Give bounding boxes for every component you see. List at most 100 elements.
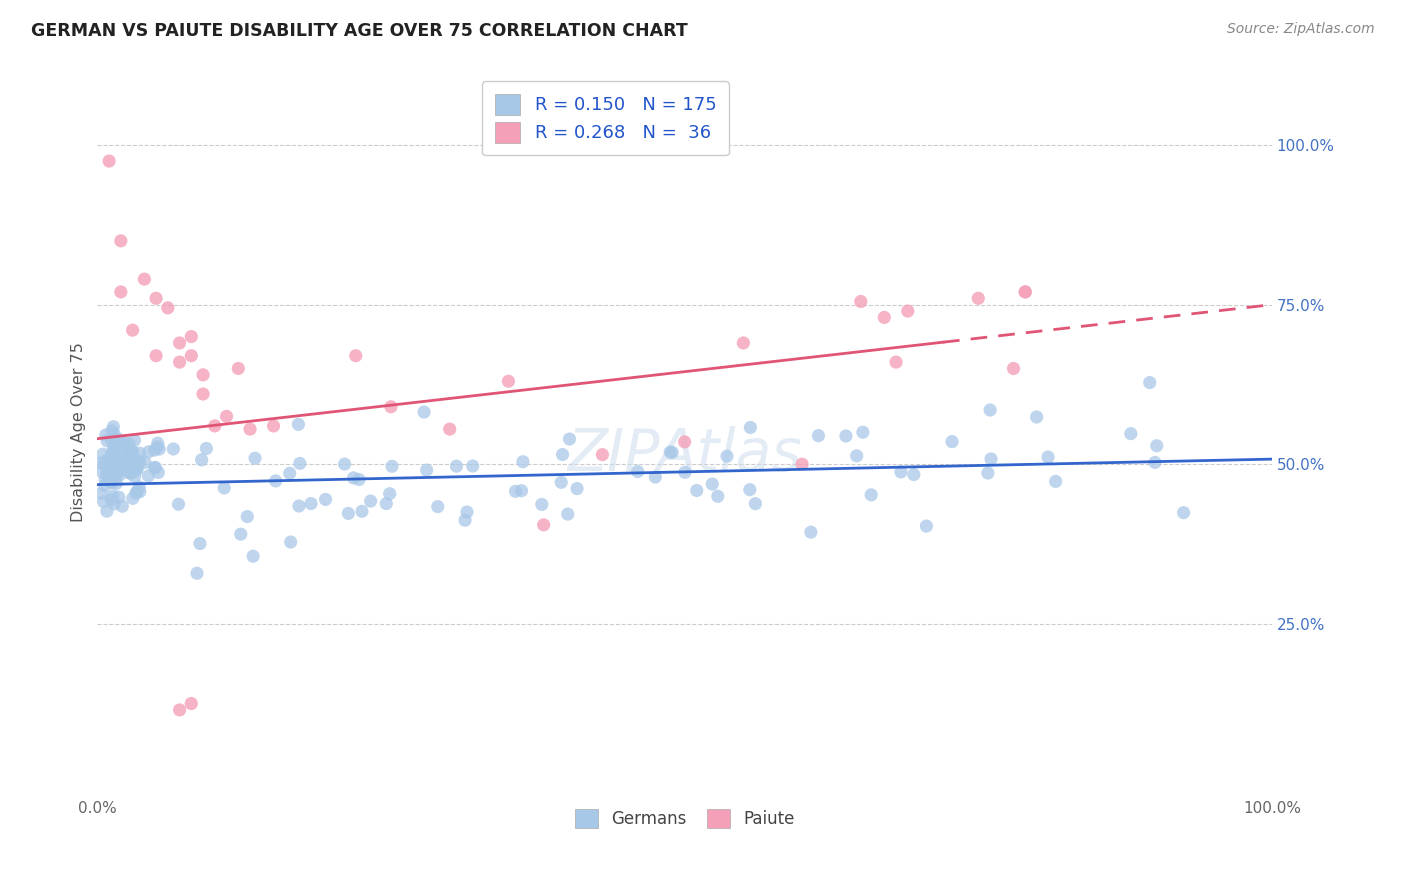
Point <box>138 469 160 483</box>
Point <box>103 497 125 511</box>
Point <box>558 432 581 446</box>
Point <box>188 536 211 550</box>
Point <box>315 492 337 507</box>
Point <box>835 429 858 443</box>
Point <box>890 465 912 479</box>
Point <box>299 497 322 511</box>
Point <box>156 301 179 315</box>
Point <box>93 494 115 508</box>
Point <box>169 355 191 369</box>
Point <box>104 469 127 483</box>
Point <box>342 471 364 485</box>
Point <box>941 434 963 449</box>
Point <box>104 442 127 457</box>
Point <box>1146 439 1168 453</box>
Point <box>145 291 167 305</box>
Point <box>1119 426 1142 441</box>
Point <box>644 470 666 484</box>
Point <box>124 434 146 448</box>
Point <box>242 549 264 564</box>
Point <box>413 405 436 419</box>
Point <box>239 422 262 436</box>
Point <box>860 488 883 502</box>
Point <box>121 444 143 458</box>
Point <box>124 461 146 475</box>
Point <box>1045 475 1067 489</box>
Point <box>1036 450 1059 464</box>
Point <box>426 500 449 514</box>
Point <box>128 480 150 494</box>
Point <box>101 475 124 490</box>
Point <box>845 449 868 463</box>
Text: Source: ZipAtlas.com: Source: ZipAtlas.com <box>1227 22 1375 37</box>
Point <box>103 440 125 454</box>
Point <box>360 494 382 508</box>
Point <box>118 436 141 450</box>
Point <box>967 291 990 305</box>
Point <box>105 434 128 449</box>
Point <box>977 466 1000 480</box>
Point <box>565 482 588 496</box>
Point <box>1014 285 1036 299</box>
Point <box>461 458 484 473</box>
Point <box>733 335 755 350</box>
Point <box>134 272 156 286</box>
Point <box>980 452 1002 467</box>
Point <box>100 492 122 507</box>
Point <box>707 489 730 503</box>
Point <box>110 234 132 248</box>
Point <box>380 400 402 414</box>
Point <box>288 456 311 470</box>
Point <box>120 448 142 462</box>
Point <box>873 310 896 325</box>
Point <box>1025 409 1047 424</box>
Point <box>148 466 170 480</box>
Point <box>125 486 148 500</box>
Point <box>118 452 141 467</box>
Point <box>121 323 143 337</box>
Point <box>807 428 830 442</box>
Point <box>94 478 117 492</box>
Point <box>128 484 150 499</box>
Point <box>98 455 121 469</box>
Point <box>134 455 156 469</box>
Point <box>100 447 122 461</box>
Point <box>104 433 127 447</box>
Point <box>100 468 122 483</box>
Point <box>191 368 214 382</box>
Point <box>716 449 738 463</box>
Point <box>243 451 266 466</box>
Point <box>121 491 143 506</box>
Point <box>98 154 121 169</box>
Point <box>226 361 249 376</box>
Point <box>884 355 907 369</box>
Point <box>110 285 132 299</box>
Point <box>263 418 285 433</box>
Point <box>117 439 139 453</box>
Point <box>169 335 191 350</box>
Point <box>108 468 131 483</box>
Point <box>125 463 148 477</box>
Point <box>1143 455 1166 469</box>
Point <box>101 463 124 477</box>
Point <box>143 443 166 458</box>
Point <box>114 454 136 468</box>
Point <box>122 462 145 476</box>
Point <box>288 499 311 513</box>
Point <box>101 424 124 438</box>
Point <box>125 461 148 475</box>
Point <box>498 374 520 388</box>
Point <box>105 476 128 491</box>
Point <box>744 497 766 511</box>
Point <box>180 329 202 343</box>
Point <box>103 427 125 442</box>
Point <box>505 484 527 499</box>
Point <box>101 450 124 465</box>
Point <box>446 459 468 474</box>
Point <box>117 454 139 468</box>
Point <box>94 473 117 487</box>
Point <box>236 509 259 524</box>
Point <box>112 438 135 452</box>
Point <box>740 420 762 434</box>
Point <box>415 463 437 477</box>
